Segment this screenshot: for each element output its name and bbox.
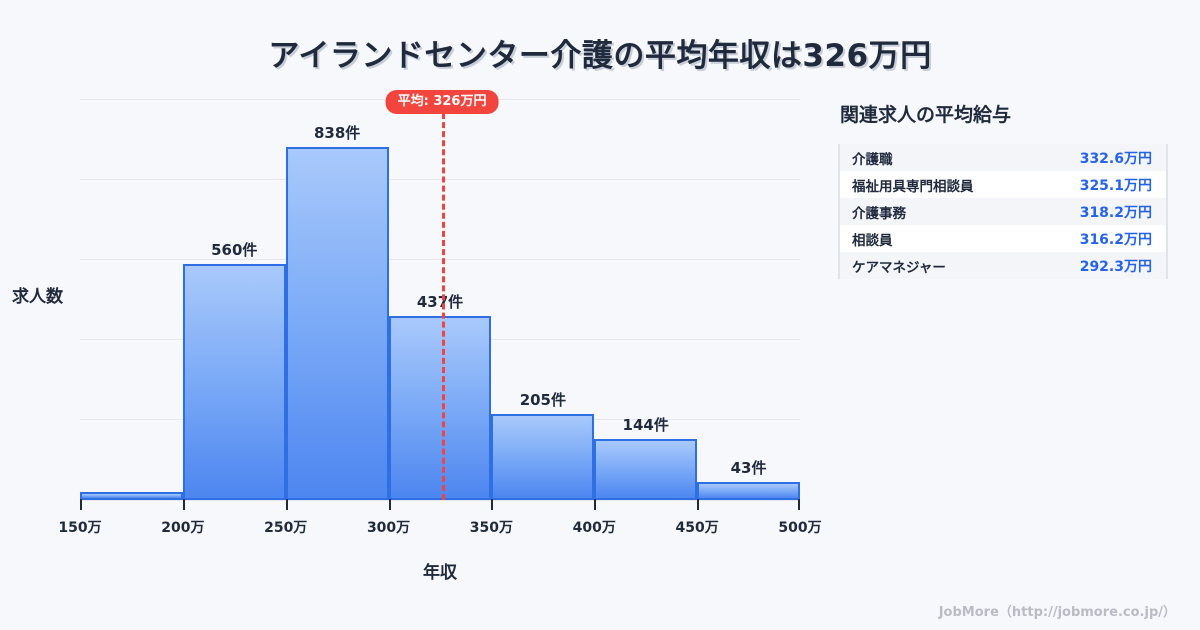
plot-area: 560件 838件 437件 205件 144件 43件 150万 200万 250万 300万…: [58, 90, 822, 536]
salary-row: 介護職 332.6万円: [840, 144, 1166, 171]
salary-row-value: 332.6万円: [1079, 150, 1152, 167]
salary-row-name: 介護職: [852, 151, 893, 168]
bar: [697, 481, 800, 500]
panel-title: 関連求人の平均給与: [840, 104, 1012, 126]
gridline: [80, 179, 800, 180]
gridline: [80, 259, 800, 260]
bar-value-label: 437件: [416, 293, 464, 311]
x-axis-tick-label: 300万: [366, 520, 411, 536]
salary-row-name: 介護事務: [852, 205, 906, 222]
x-axis-tick: [491, 499, 494, 510]
salary-row: 相談員 316.2万円: [840, 225, 1166, 252]
x-axis-tick-label: 400万: [572, 520, 616, 536]
salary-row-value: 318.2万円: [1079, 204, 1152, 221]
bar: [80, 492, 183, 500]
bar: [594, 439, 698, 500]
bar-series: [80, 99, 800, 500]
x-axis-tick: [697, 499, 700, 510]
y-axis-title: 求人数: [12, 287, 63, 307]
bar: [182, 264, 286, 500]
related-salary-panel: 関連求人の平均給与 介護職 332.6万円福祉用具専門相談員 325.1万円介護事務…: [838, 100, 1168, 279]
salary-table: 介護職 332.6万円福祉用具専門相談員 325.1万円介護事務 318.2万円相談員…: [838, 144, 1168, 279]
salary-row: 福祉用具専門相談員 325.1万円: [840, 171, 1166, 198]
salary-row-value: 316.2万円: [1079, 231, 1152, 248]
x-axis-tick-label: 500万: [778, 520, 822, 536]
x-axis-baseline: [80, 499, 800, 501]
bar-value-label: 43件: [730, 458, 767, 477]
x-axis-tick: [798, 499, 800, 510]
bar: [285, 147, 389, 500]
x-axis-tick-label: 150万: [58, 520, 102, 536]
bar: [491, 413, 595, 500]
bar: [388, 316, 492, 500]
x-axis-tick: [285, 499, 288, 510]
x-axis-tick-label: 450万: [675, 520, 719, 536]
x-axis-tick: [80, 499, 82, 510]
bar-value-label: 560件: [211, 241, 258, 260]
histogram-chart: 求人数 560件 838件 437件 205件 144件 43件 150万 200万 250万…: [0, 90, 830, 583]
x-axis-tick-label: 200万: [161, 520, 205, 536]
salary-row-value: 325.1万円: [1079, 177, 1152, 194]
x-axis-tick-label: 250万: [264, 520, 308, 536]
salary-row: 介護事務 318.2万円: [840, 198, 1166, 225]
salary-row-name: ケアマネジャー: [852, 259, 946, 276]
salary-row-name: 相談員: [852, 232, 893, 249]
salary-row-name: 福祉用具専門相談員: [852, 178, 974, 195]
x-axis-tick: [388, 499, 391, 510]
salary-row: ケアマネジャー 292.3万円: [840, 252, 1166, 279]
average-badge: 平均: 326万円: [385, 90, 499, 114]
bar-value-label: 144件: [622, 416, 669, 435]
average-dashed-line: [442, 113, 446, 500]
page-title: アイランドセンター介護の平均年収は326万円: [268, 38, 932, 74]
salary-row-value: 292.3万円: [1079, 258, 1152, 275]
x-axis-title: 年収: [423, 563, 457, 583]
x-axis-tick-label: 350万: [469, 520, 514, 536]
x-axis-tick: [182, 499, 185, 510]
bar-value-label: 838件: [313, 124, 361, 143]
footer-attribution: JobMore（http://jobmore.co.jp/）: [938, 605, 1176, 620]
x-axis-tick: [594, 499, 597, 510]
bar-value-label: 205件: [519, 390, 566, 409]
